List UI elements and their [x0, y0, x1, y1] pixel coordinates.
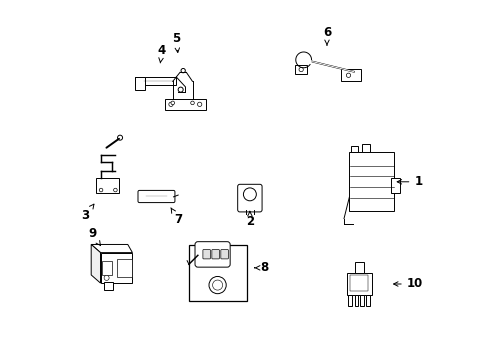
- Bar: [294, 65, 306, 74]
- FancyBboxPatch shape: [203, 249, 210, 259]
- Circle shape: [171, 101, 174, 105]
- FancyBboxPatch shape: [138, 190, 175, 203]
- Circle shape: [99, 188, 102, 192]
- Bar: [101, 253, 132, 283]
- Polygon shape: [91, 244, 132, 253]
- Text: 7: 7: [170, 208, 182, 226]
- Text: 1: 1: [396, 175, 422, 188]
- Circle shape: [197, 102, 202, 107]
- Circle shape: [190, 101, 194, 105]
- Bar: [348, 295, 351, 306]
- FancyBboxPatch shape: [211, 249, 219, 259]
- Bar: [188, 245, 246, 301]
- Bar: [354, 262, 363, 273]
- Circle shape: [298, 67, 303, 72]
- Bar: [341, 69, 360, 81]
- Circle shape: [168, 102, 173, 107]
- Circle shape: [208, 276, 226, 294]
- Bar: [104, 282, 113, 289]
- Bar: [346, 273, 371, 295]
- Text: 2: 2: [245, 211, 253, 228]
- Text: 6: 6: [322, 27, 330, 45]
- Circle shape: [181, 68, 185, 73]
- Circle shape: [117, 135, 122, 140]
- Bar: [164, 99, 205, 110]
- Bar: [354, 295, 357, 306]
- Bar: [361, 144, 369, 152]
- Bar: [350, 146, 357, 152]
- Text: 5: 5: [172, 32, 180, 53]
- Bar: [117, 259, 131, 277]
- Bar: [96, 178, 119, 193]
- Bar: [135, 77, 145, 90]
- Circle shape: [346, 73, 350, 77]
- Circle shape: [178, 87, 183, 92]
- FancyBboxPatch shape: [237, 184, 262, 212]
- Circle shape: [212, 280, 222, 290]
- Bar: [360, 295, 363, 306]
- Circle shape: [243, 188, 256, 201]
- Polygon shape: [91, 244, 101, 283]
- Bar: [366, 295, 369, 306]
- Bar: [349, 275, 367, 291]
- Circle shape: [113, 188, 117, 192]
- Text: 3: 3: [81, 204, 94, 222]
- Text: 10: 10: [393, 278, 422, 291]
- Text: 8: 8: [254, 261, 268, 274]
- FancyBboxPatch shape: [390, 178, 399, 193]
- FancyBboxPatch shape: [195, 242, 230, 267]
- Bar: [102, 261, 112, 275]
- Text: 9: 9: [88, 227, 101, 246]
- FancyBboxPatch shape: [221, 249, 228, 259]
- Circle shape: [104, 275, 109, 280]
- Bar: [349, 152, 393, 211]
- Text: 4: 4: [158, 44, 166, 63]
- Bar: [135, 77, 176, 85]
